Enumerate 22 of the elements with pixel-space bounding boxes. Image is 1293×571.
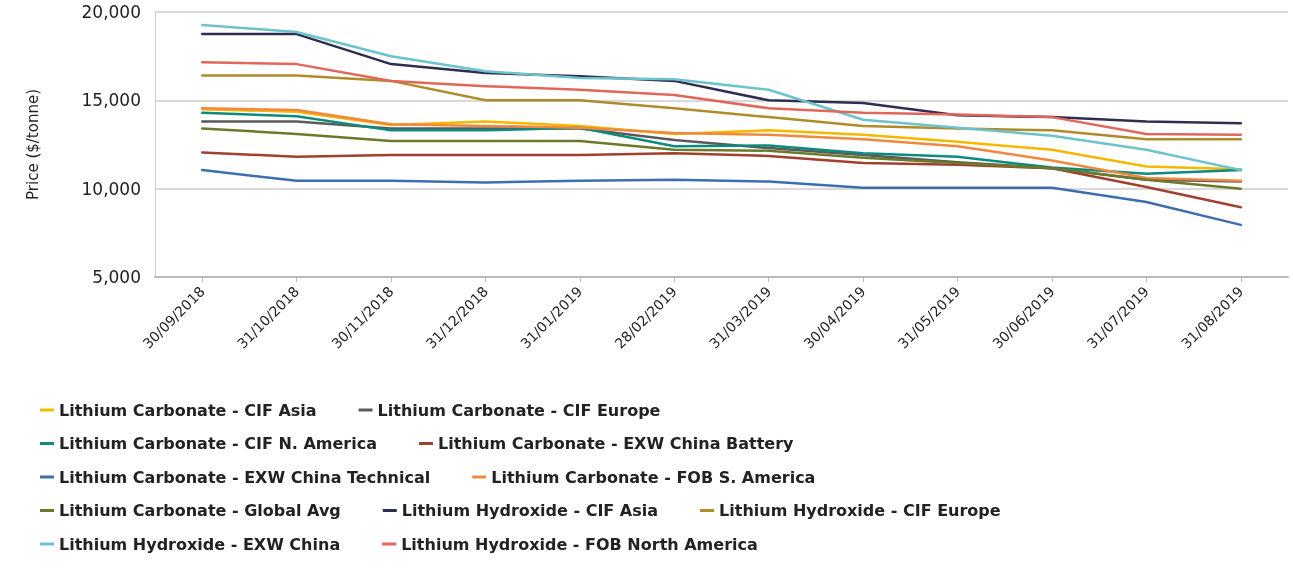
legend-label: Lithium Hydroxide - CIF Asia: [401, 501, 659, 520]
y-axis-title: Price ($/tonne): [23, 89, 42, 200]
y-tick-label: 20,000: [81, 2, 141, 22]
line-series: [200, 23, 1243, 172]
y-tick-label: 10,000: [81, 178, 141, 199]
y-tick-label: 15,000: [81, 90, 141, 111]
legend-label: Lithium Carbonate - Global Avg: [59, 501, 341, 520]
y-tick-label: 5,000: [92, 267, 141, 287]
line-series: [200, 74, 1243, 141]
legend-label: Lithium Carbonate - CIF N. America: [59, 434, 377, 453]
legend-label: Lithium Carbonate - FOB S. America: [491, 467, 816, 487]
line-series: [200, 61, 1243, 137]
line-series: [200, 168, 1243, 227]
legend-label: Lithium Carbonate - CIF Europe: [377, 400, 661, 420]
legend-label: Lithium Hydroxide - EXW China: [59, 534, 341, 554]
line-series: [200, 151, 1243, 209]
legend-label: Lithium Carbonate - CIF Asia: [59, 400, 317, 420]
legend-label: Lithium Hydroxide - FOB North America: [401, 534, 758, 554]
line-series: [200, 127, 1243, 190]
legend-label: Lithium Carbonate - EXW China Technical: [59, 467, 431, 487]
legend-label: Lithium Carbonate - EXW China Battery: [437, 434, 795, 453]
legend-label: Lithium Hydroxide - CIF Europe: [719, 501, 1001, 520]
